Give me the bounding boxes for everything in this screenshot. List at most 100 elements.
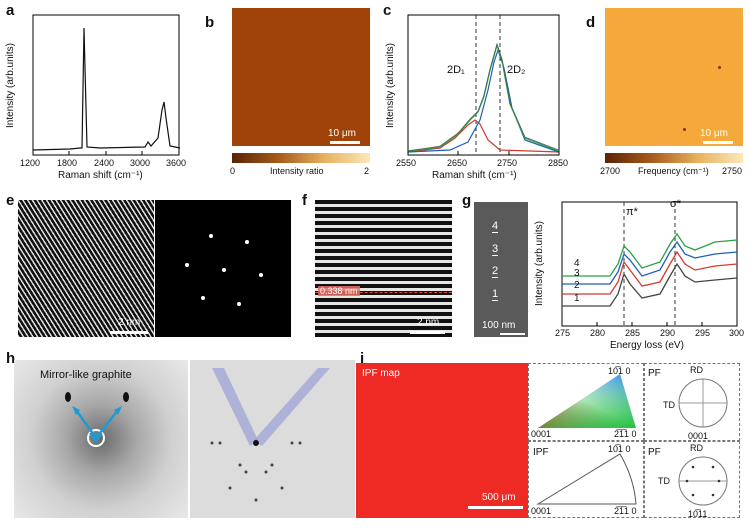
sim-spots [210,441,302,502]
sim-v-band-right [254,368,330,446]
scalebar-f [410,331,445,334]
spacing-label: 0.338 nm [318,286,360,296]
plot-frame-a [32,14,180,156]
scalebar-label-d: 10 μm [700,128,728,139]
vector-right [95,409,119,439]
cbar-max-b: 2 [364,166,370,176]
cbar-max-d: 2750 [722,166,743,176]
xlabel-g: Energy loss (eV) [610,340,684,351]
defect-dot-2 [683,128,686,131]
cbar-title-d: Frequency (cm⁻¹) [638,166,709,176]
diffraction-pattern-exp [14,360,188,518]
panel-label-h: h [6,350,16,367]
arrow-right-head [114,406,122,415]
pf2-bottom-label: 10̅11 [688,509,708,519]
stem-marker-4: 4 [492,220,499,233]
sim-v-band-left [212,368,258,446]
stem-marker-2: 2 [492,265,499,278]
panel-label-d: d [586,14,596,31]
vector-left [74,409,98,439]
scalebar-i [468,506,523,509]
fit-green [407,42,560,152]
scalebar-label-e: 2 nm [118,317,141,328]
fft-pattern [155,200,291,337]
fft-spot-3 [185,263,189,267]
ylabel-a: Intensity (arb.units) [5,42,17,129]
ipf-triangle-outline [536,453,637,505]
panel-label-e: e [6,192,15,209]
diffraction-overlay-sim [210,368,330,502]
ipf-top-label: 10̅1 0 [608,444,631,454]
scalebar-d [703,141,733,144]
intensity-ratio-map [232,8,370,146]
ipf-legend-box [528,363,644,441]
ylabel-g: Intensity (arb.units) [534,220,546,307]
td1-label: TD [663,400,675,410]
x-ticks-a [32,151,180,155]
cbar-title-b: Intensity ratio [270,166,324,176]
ipf-box [528,441,644,518]
panel-label-a: a [6,2,15,19]
rd2-label: RD [690,443,703,453]
fft-spot-center [222,268,226,272]
eels-series-3 [562,240,738,285]
sigma-label: σ* [670,198,682,210]
colorbar-b [232,153,370,163]
series-label-2: 2 [574,280,580,291]
panel-label-b: b [205,14,215,31]
plot-frame-c [407,14,560,156]
panel-label-f: f [302,192,307,209]
tick-a-1800: 1800 [57,158,78,168]
spacing-dashline [315,292,452,293]
defect-dot-1 [718,66,721,69]
diffraction-title: Mirror-like graphite [40,369,132,381]
tick-g-290: 290 [660,328,676,338]
series-label-1: 1 [574,293,580,304]
scalebar-e [110,331,148,334]
tick-g-300: 300 [729,328,745,338]
fft-spot-2 [245,240,249,244]
pf1-label: PF [648,368,661,379]
panel-label-g: g [462,192,472,209]
frequency-map [605,8,743,146]
colorbar-d [605,153,743,163]
tick-c-2550: 2550 [396,158,417,168]
ipf-map [356,363,528,518]
fft-spot-1 [209,234,213,238]
series-label-4: 4 [574,258,580,269]
pf1-bottom-label: 0001 [688,431,709,441]
tri-top-label: 10̅1 0 [608,366,631,376]
x-ticks-c [407,151,560,155]
ylabel-c: Intensity (arb.units) [385,42,397,129]
fft-spot-4 [259,273,263,277]
tick-a-3000: 3000 [130,158,151,168]
arrow-left-head [72,406,80,415]
scalebar-label-g: 100 nm [482,320,516,331]
tick-a-2400: 2400 [94,158,115,168]
pole-figure-1 [678,378,728,428]
stem-image [474,202,528,337]
tick-a-3600: 3600 [166,158,187,168]
scalebar-label-b: 10 μm [328,128,356,139]
center-beam-ring [87,429,105,447]
hrtem-layer-image [315,200,452,337]
eels-series-2 [562,250,738,295]
cbar-min-b: 0 [230,166,236,176]
tick-g-285: 285 [625,328,641,338]
pi-label: π* [626,206,638,218]
xlabel-a: Raman shift (cm⁻¹) [58,170,143,181]
eels-series-4 [562,232,738,277]
td2-label: TD [658,476,670,486]
peak2-label: 2D₂ [507,64,526,76]
panel-label-c: c [383,2,392,19]
fft-spot-5 [201,296,205,300]
x-ticks-g [561,322,738,326]
pf2-label: PF [648,447,661,458]
pole-figure-2 [678,456,728,506]
pf-box-2 [644,441,740,518]
tri-right-label: 2̅1̅1 0 [614,429,637,439]
tick-c-2650: 2650 [447,158,468,168]
tick-g-280: 280 [590,328,606,338]
ipf-label: IPF [533,447,549,458]
hrtem-lattice-image [18,200,154,337]
